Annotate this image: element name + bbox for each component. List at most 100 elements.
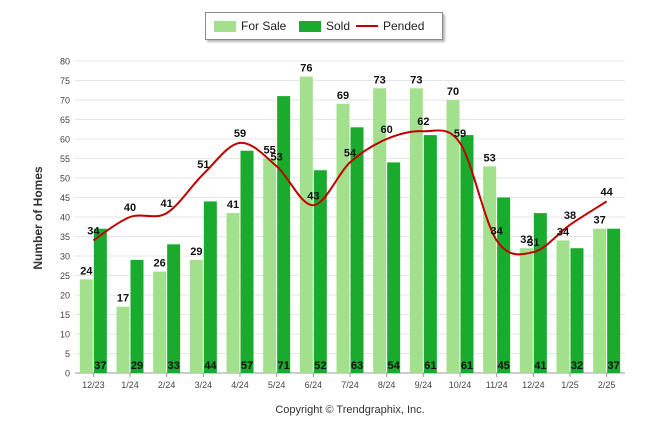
for-sale-value-label: 41 [227,199,239,211]
pended-value-label: 43 [307,190,319,202]
y-axis-ticks: 0 5 10 15 20 25 30 35 40 45 50 55 60 65 70 75 80 [60,57,70,379]
x-tick-label: 3/24 [195,380,213,390]
bar-for-sale [446,100,460,373]
bar-for-sale [373,88,387,374]
pended-value-label: 59 [234,128,246,140]
for-sale-value-label: 24 [80,265,93,277]
for-sale-value-label: 37 [594,215,606,227]
pended-value-label: 51 [197,159,209,171]
bars [79,76,621,374]
sold-value-label: 57 [241,360,253,372]
x-tick-label: 7/24 [341,380,359,390]
bar-sold [130,259,144,373]
for-sale-value-label: 17 [117,293,129,305]
pended-value-label: 40 [124,202,136,214]
legend-item-for-sale: For Sale [214,19,286,33]
sold-value-label: 63 [351,360,363,372]
for-sale-value-label: 73 [374,74,386,86]
bar-for-sale [336,103,350,374]
x-tick-label: 6/24 [305,380,323,390]
bar-for-sale [153,271,167,373]
for-sale-value-label: 70 [447,86,459,98]
sold-value-label: 61 [424,360,436,372]
bar-sold [167,244,181,373]
y-tick-label: 70 [60,96,70,106]
bar-sold [607,228,621,373]
y-tick-label: 40 [60,213,70,223]
x-tick-label: 4/24 [231,380,249,390]
y-tick-label: 15 [60,310,70,320]
x-tick-label: 11/24 [486,380,508,390]
sold-value-label: 71 [278,360,290,372]
bar-sold [533,213,547,373]
sold-value-label: 41 [534,360,546,372]
y-tick-label: 65 [60,115,70,125]
x-tick-label: 9/24 [415,380,433,390]
for-sale-value-label: 32 [520,234,532,246]
bar-for-sale [226,213,240,373]
y-tick-label: 5 [65,349,70,359]
for-sale-value-label: 26 [154,258,166,270]
x-tick-label: 10/24 [449,380,472,390]
bar-sold [277,96,291,373]
y-tick-label: 30 [60,252,70,262]
pended-value-label: 38 [564,210,576,222]
bar-sold [497,197,511,373]
bar-sold [350,127,364,373]
sold-value-label: 33 [168,360,180,372]
pended-series-line [92,129,608,256]
sold-value-label: 37 [608,360,620,372]
bar-for-sale [483,166,497,373]
y-tick-label: 75 [60,76,70,86]
legend-label-for-sale: For Sale [241,19,287,33]
for-sale-value-label: 55 [264,145,276,157]
x-tick-label: 2/24 [158,380,176,390]
legend: For Sale Sold Pended [205,12,443,40]
sold-value-label: 37 [94,360,106,372]
pended-value-label: 54 [344,147,357,159]
y-tick-label: 0 [65,369,70,379]
sold-value-label: 32 [571,360,583,372]
sold-value-label: 61 [461,360,473,372]
for-sale-value-label: 53 [484,152,496,164]
legend-item-sold: Sold [299,19,350,33]
pended-line [92,129,608,256]
bar-sold [203,201,217,373]
pended-value-label: 62 [417,116,429,128]
pended-value-label: 34 [87,225,100,237]
sold-value-label: 54 [388,360,401,372]
bar-for-sale [519,248,533,373]
bar-sold [240,150,254,373]
sold-value-label: 52 [314,360,326,372]
sold-value-label: 29 [131,360,143,372]
for-sale-value-label: 73 [410,74,422,86]
sold-swatch [299,20,321,32]
data-labels: 24 37 17 29 26 33 29 44 41 57 55 71 76 52 69 63 73 54 73 61… [80,63,620,372]
bar-for-sale [116,306,130,373]
x-tick-label: 12/23 [82,380,105,390]
x-axis-ticks: 12/23 1/24 2/24 3/24 4/24 5/24 6/24 7/24 8/24 9/2… [82,373,615,390]
y-tick-label: 55 [60,154,70,164]
for-sale-value-label: 34 [557,226,570,238]
legend-label-sold: Sold [326,19,351,33]
sold-value-label: 45 [498,360,510,372]
bar-sold [570,248,584,373]
for-sale-value-label: 29 [190,246,202,258]
bar-for-sale [409,88,423,374]
legend-label-pended: Pended [383,19,425,33]
x-tick-label: 5/24 [268,380,286,390]
y-axis-label: Number of Homes [31,166,45,270]
pended-value-label: 34 [491,225,504,237]
y-tick-label: 80 [60,57,70,67]
bar-sold [423,135,437,373]
bar-for-sale [593,228,607,373]
pended-swatch [356,25,378,27]
for-sale-value-label: 76 [300,63,312,75]
y-tick-label: 25 [60,271,70,281]
pended-value-label: 53 [271,151,283,163]
bar-for-sale [299,76,313,373]
bar-for-sale [556,240,570,373]
pended-value-label: 44 [601,186,614,198]
x-tick-label: 1/24 [121,380,139,390]
legend-item-pended: Pended [356,19,424,33]
